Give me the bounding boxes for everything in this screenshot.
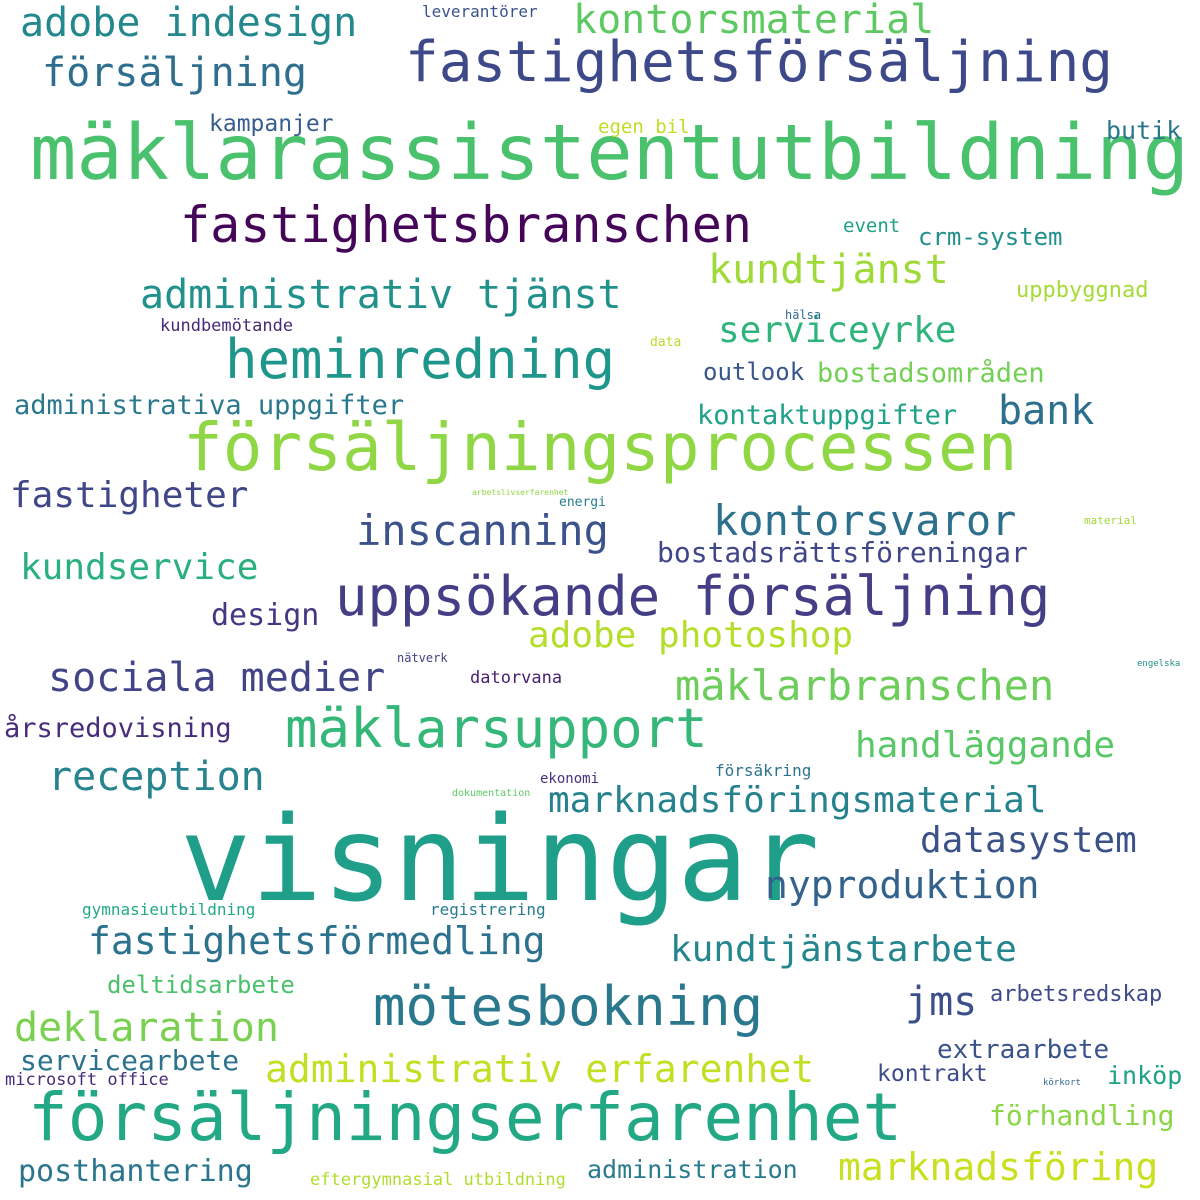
cloud-word: handläggande <box>855 725 1116 766</box>
cloud-word: gymnasieutbildning <box>82 900 256 919</box>
cloud-word: kundbemötande <box>160 316 294 336</box>
cloud-word: försäkring <box>715 761 812 780</box>
cloud-word: posthantering <box>18 1154 253 1189</box>
cloud-word: försäljningserfarenhet <box>28 1079 903 1156</box>
cloud-word: engelska <box>1137 659 1181 669</box>
cloud-word: visningar <box>180 790 820 928</box>
cloud-word: fastighetsbranschen <box>180 196 752 254</box>
cloud-word: jms <box>905 979 978 1025</box>
cloud-word: nyproduktion <box>765 863 1040 907</box>
cloud-word: leverantörer <box>422 2 538 21</box>
cloud-word: datorvana <box>470 668 563 688</box>
cloud-word: arbetslivserfarenhet <box>472 488 569 497</box>
cloud-word: reception <box>48 754 265 800</box>
cloud-word: heminredning <box>225 328 616 391</box>
cloud-word: event <box>843 215 901 237</box>
cloud-word: inköp <box>1107 1061 1183 1090</box>
cloud-word: outlook <box>703 358 805 386</box>
cloud-word: deltidsarbete <box>107 971 295 999</box>
cloud-word: ekonomi <box>540 771 600 787</box>
cloud-word: egen bil <box>598 116 690 138</box>
cloud-word: kontorsmaterial <box>573 0 935 43</box>
cloud-word: kampanjer <box>209 111 334 137</box>
cloud-word: design <box>211 598 320 633</box>
cloud-word: fastigheter <box>10 475 249 516</box>
cloud-word: butik <box>1106 116 1182 145</box>
cloud-word: försäljning <box>42 50 307 96</box>
cloud-word: bostadsområden <box>817 358 1045 389</box>
cloud-word: energi <box>559 495 606 510</box>
cloud-word: försäljningsprocessen <box>183 409 1018 486</box>
cloud-word: hälsa <box>785 308 822 322</box>
cloud-word: körkort <box>1043 1078 1081 1088</box>
cloud-word: kontrakt <box>877 1061 988 1087</box>
cloud-word: uppsökande försäljning <box>335 565 1051 628</box>
cloud-word: eftergymnasial utbildning <box>310 1170 566 1190</box>
cloud-word: material <box>1084 514 1137 527</box>
cloud-word: deklaration <box>14 1005 279 1051</box>
cloud-word: fastighetsförsäljning <box>405 30 1114 95</box>
cloud-word: nätverk <box>397 651 448 665</box>
cloud-word: crm-system <box>918 223 1063 251</box>
cloud-word: marknadsföring <box>838 1145 1159 1189</box>
cloud-word: data <box>650 335 682 350</box>
cloud-word: datasystem <box>920 820 1137 861</box>
cloud-word: dokumentation <box>452 788 531 799</box>
cloud-word: microsoft office <box>5 1070 169 1090</box>
cloud-word: marknadsföringsmaterial <box>548 780 1047 821</box>
cloud-word: förhandling <box>989 1099 1175 1132</box>
cloud-word: arbetsredskap <box>990 982 1163 1007</box>
cloud-word: administrativ tjänst <box>140 272 622 318</box>
cloud-word: kundservice <box>20 547 259 588</box>
cloud-word: fastighetsförmedling <box>88 919 546 963</box>
cloud-word: serviceyrke <box>718 310 957 351</box>
cloud-word: mäklarassistentutbildning <box>30 109 1189 198</box>
cloud-word: registrering <box>430 900 546 919</box>
cloud-word: extraarbete <box>937 1035 1110 1065</box>
cloud-word: administrativ erfarenhet <box>265 1047 815 1091</box>
cloud-word: inscanning <box>356 506 609 555</box>
cloud-word: kundtjänstarbete <box>670 929 1017 970</box>
cloud-word: kontorsvaror <box>713 496 1017 545</box>
cloud-word: bostadsrättsföreningar <box>657 536 1028 569</box>
cloud-word: kontaktuppgifter <box>697 400 958 431</box>
cloud-word: sociala medier <box>48 655 386 701</box>
cloud-word: kundtjänst <box>708 247 949 293</box>
cloud-word: administrativa uppgifter <box>14 390 405 421</box>
cloud-word: mäklarsupport <box>285 697 708 760</box>
cloud-word: årsredovisning <box>4 713 232 744</box>
cloud-word: adobe indesign <box>20 0 358 46</box>
cloud-word: uppbyggnad <box>1016 278 1149 303</box>
cloud-word: servicearbete <box>20 1044 240 1077</box>
cloud-word: adobe photoshop <box>528 615 854 656</box>
cloud-word: mötesbokning <box>373 975 764 1038</box>
cloud-word: mäklarbranschen <box>675 661 1055 710</box>
cloud-word: bank <box>998 388 1095 434</box>
cloud-word: administration <box>587 1155 798 1184</box>
